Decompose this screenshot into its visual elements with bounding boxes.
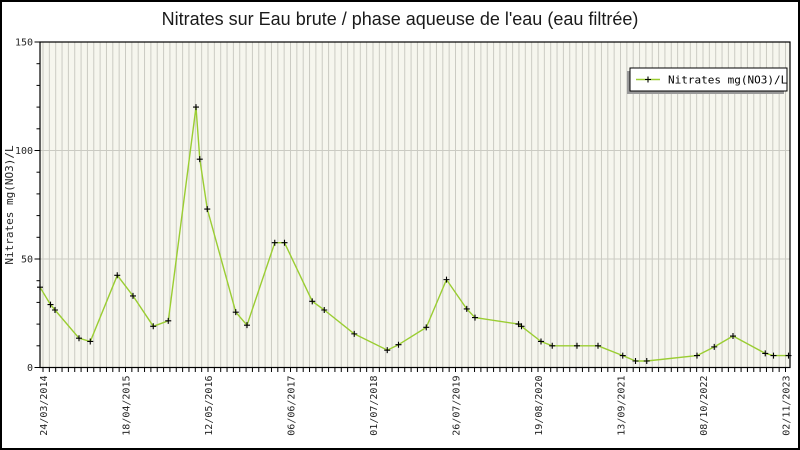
x-tick-label: 18/04/2015 — [122, 376, 133, 436]
y-tick-label: 100 — [15, 146, 33, 157]
data-point-marker — [711, 343, 718, 350]
data-point-marker — [472, 314, 478, 321]
plot-area: 24/03/2014 18/04/2015 12/05/2016 06/06/2017… — [15, 38, 793, 436]
x-tick-label: 12/05/2016 — [204, 376, 215, 436]
data-point-marker — [281, 239, 288, 246]
data-point-marker — [463, 305, 470, 312]
data-point-marker — [632, 357, 639, 364]
data-point-marker — [538, 338, 544, 345]
y-tick-label: 0 — [27, 363, 33, 374]
data-point-marker — [37, 284, 43, 291]
x-tick-label: 24/03/2014 — [39, 376, 50, 436]
data-point-marker — [395, 341, 402, 348]
y-axis-title: Nitrates mg(NO3)/L — [3, 145, 16, 265]
chart-title: Nitrates sur Eau brute / phase aqueuse d… — [162, 9, 639, 29]
data-line — [39, 106, 789, 362]
data-point-marker — [762, 350, 769, 357]
data-point-marker — [130, 292, 136, 299]
data-point-marker — [165, 317, 172, 324]
data-point-marker — [76, 335, 82, 342]
data-point-marker — [770, 352, 777, 359]
x-tick-label: 13/09/2021 — [617, 376, 628, 436]
data-point-marker — [518, 323, 525, 330]
data-point-marker — [574, 342, 580, 349]
data-point-marker — [595, 342, 601, 349]
x-tick-label: 06/06/2017 — [287, 376, 298, 436]
y-tick-label: 150 — [15, 38, 33, 49]
x-tick-label: 26/07/2019 — [452, 376, 463, 436]
data-point-marker — [52, 306, 58, 313]
data-point-marker — [193, 104, 199, 111]
legend: Nitrates mg(NO3)/L — [627, 67, 788, 94]
data-point-marker — [549, 342, 556, 349]
data-point-marker — [351, 330, 358, 337]
data-point-marker — [785, 352, 792, 359]
x-tick-label: 19/08/2020 — [534, 376, 545, 436]
data-point-marker — [244, 322, 250, 329]
data-point-marker — [232, 309, 239, 316]
data-point-marker — [423, 324, 430, 331]
data-point-marker — [384, 347, 391, 354]
x-tick-label: 02/11/2023 — [782, 376, 793, 436]
plus-marker-icon — [645, 76, 651, 83]
data-point-marker — [47, 301, 54, 308]
data-point-marker — [309, 298, 316, 305]
data-point-marker — [87, 338, 94, 345]
data-point-marker — [271, 239, 278, 246]
data-point-marker — [730, 333, 736, 340]
data-point-marker — [619, 352, 626, 359]
data-point-marker — [150, 323, 157, 330]
plot-frame — [39, 41, 791, 369]
data-point-marker — [321, 306, 328, 313]
y-tick-label: 50 — [21, 255, 33, 266]
x-tick-label: 08/10/2022 — [699, 376, 710, 436]
data-point-marker — [443, 276, 450, 283]
legend-label: Nitrates mg(NO3)/L — [668, 74, 788, 87]
data-point-marker — [204, 206, 211, 213]
data-point-marker — [643, 357, 650, 364]
data-point-marker — [196, 156, 203, 163]
x-tick-label: 01/07/2018 — [369, 376, 380, 436]
data-point-marker — [694, 352, 700, 359]
data-point-marker — [114, 272, 121, 279]
legend-box — [629, 67, 788, 92]
